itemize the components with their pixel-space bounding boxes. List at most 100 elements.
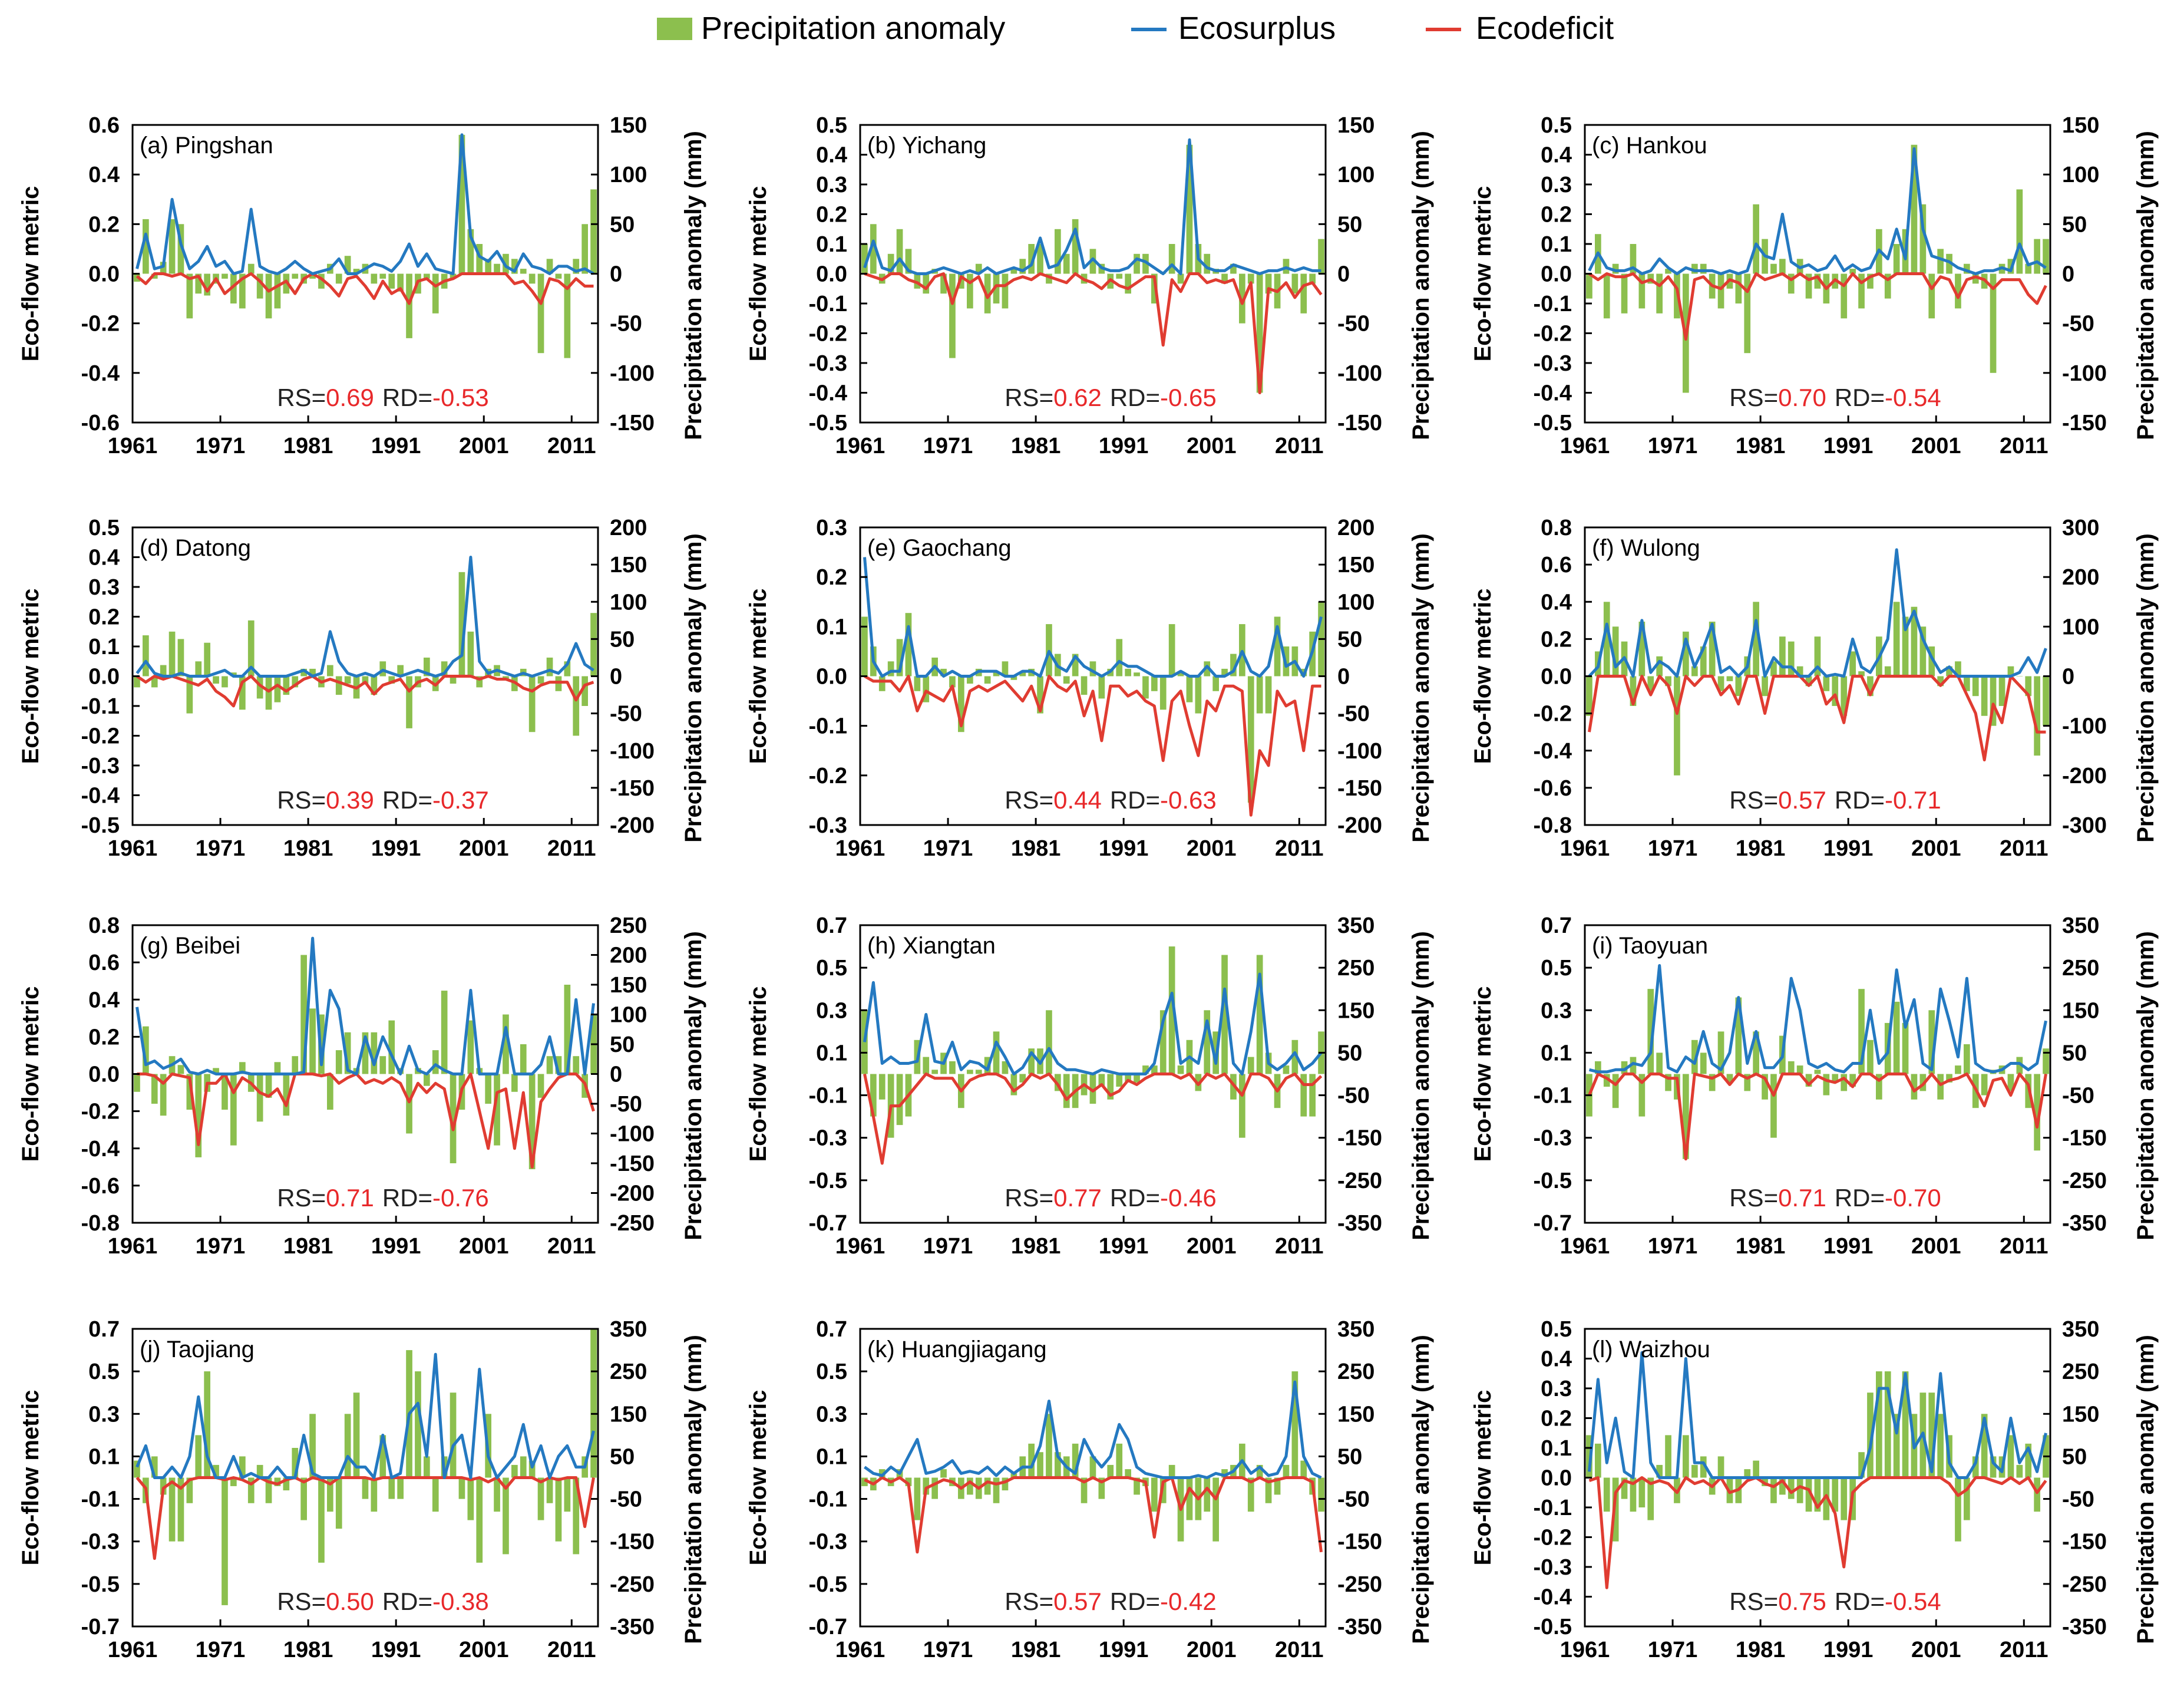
precip-bar — [564, 1477, 571, 1512]
precip-bar — [494, 1074, 500, 1146]
stat-rd: -0.70 — [1885, 1184, 1941, 1212]
precip-bar — [247, 263, 255, 274]
precip-bar — [353, 269, 360, 274]
y-right-axis-label: Precipitation anomaly (mm) — [2133, 131, 2159, 440]
y-left-tick-label: 0.1 — [1541, 232, 1572, 257]
precip-bar — [1647, 676, 1654, 691]
y-left-tick-label: -0.5 — [81, 1572, 120, 1597]
precip-bar — [1046, 273, 1052, 284]
plot-frame — [131, 1328, 599, 1628]
stat-rs-label: RS= — [277, 384, 326, 411]
precip-bar — [1964, 676, 1970, 691]
panels: 0.6 0.4 0.2 0.0 -0.2 -0.4 -0.6 150 100 50 0 -50 -100… — [18, 113, 2159, 1662]
precip-bar — [1902, 616, 1909, 677]
x-tick-label: 1971 — [923, 434, 973, 458]
precip-bar — [2025, 1443, 2032, 1478]
y-left-tick-label: 0.3 — [816, 516, 847, 540]
y-left-tick-label: -0.1 — [1534, 1084, 1572, 1108]
ecodeficit-line — [136, 1476, 595, 1560]
x-tick-label: 2011 — [1275, 434, 1323, 458]
precip-bar — [1753, 1031, 1759, 1074]
precip-bar — [1638, 273, 1646, 309]
precip-bar — [476, 244, 483, 274]
precip-bar — [1247, 273, 1254, 284]
precip-bar — [195, 661, 202, 677]
precip-bar — [870, 224, 877, 274]
precip-bar — [195, 273, 202, 294]
stat-rs-label: RS= — [277, 786, 326, 814]
stats-text: RS=0.57 RD=-0.42 — [1005, 1588, 1217, 1615]
precip-bar — [896, 639, 903, 677]
y-right-tick-label: 150 — [2062, 998, 2099, 1023]
precip-bar — [1796, 1065, 1803, 1074]
y-right-tick-label: 300 — [2062, 516, 2099, 540]
precip-bar — [388, 1477, 395, 1499]
y-left-axis-label: Eco-flow metric — [1470, 589, 1496, 764]
y-left-tick-label: -0.5 — [1534, 1169, 1572, 1193]
precip-bar — [239, 676, 246, 710]
y-left-axis-label: Eco-flow metric — [18, 186, 44, 362]
y-left-tick-label: 0.3 — [1541, 998, 1572, 1023]
precip-bar — [581, 676, 588, 706]
stat-rd: -0.37 — [432, 786, 489, 814]
y-right-tick-label: -150 — [2062, 411, 2107, 435]
panel-4: 0.5 0.4 0.3 0.2 0.1 0.0 -0.1 -0.2 -0.3 -0.4 -0.5 20… — [18, 516, 706, 861]
precip-bar — [1849, 269, 1856, 274]
y-left-tick-label: 0.2 — [88, 605, 120, 630]
precip-bar — [1168, 1464, 1175, 1478]
precip-bar — [2034, 1477, 2040, 1512]
precip-bar — [1946, 253, 1952, 274]
y-left-tick-label: -0.3 — [1534, 351, 1572, 376]
precip-bar — [256, 676, 263, 699]
precip-bar — [1867, 1040, 1874, 1074]
precip-bar — [1964, 1477, 1970, 1520]
y-right-axis-label: Precipitation anomaly (mm) — [1408, 131, 1434, 440]
panel-title: (d) Datong — [140, 535, 251, 561]
precip-bar — [292, 1448, 299, 1478]
y-right-tick-label: 100 — [1337, 590, 1375, 615]
precip-bar — [1937, 1074, 1944, 1100]
y-left-tick-label: -0.2 — [1534, 702, 1572, 727]
precip-bar — [1700, 1456, 1707, 1478]
precip-bar — [1656, 1464, 1663, 1478]
precip-bar — [186, 676, 193, 714]
y-left-tick-label: 0.3 — [816, 1402, 847, 1427]
y-left-tick-label: 0.1 — [816, 1041, 847, 1065]
x-tick-label: 1991 — [1823, 1638, 1874, 1662]
precip-bar — [984, 1477, 991, 1495]
precip-bar — [503, 1477, 509, 1555]
y-left-tick-label: -0.3 — [809, 813, 847, 838]
precip-bar — [2016, 189, 2023, 274]
precip-bar — [1955, 273, 1961, 309]
stat-rs-label: RS= — [277, 1588, 326, 1615]
y-right-tick-label: 50 — [610, 627, 635, 652]
y-left-tick-label: 0.6 — [88, 113, 120, 138]
precip-bar — [1841, 676, 1848, 716]
precip-bar — [177, 1477, 184, 1542]
precip-bar — [1849, 651, 1856, 677]
stats-text: RS=0.62 RD=-0.65 — [1005, 384, 1217, 411]
y-left-tick-label: -0.5 — [1534, 1615, 1572, 1639]
stat-rd-label: RD= — [1110, 384, 1160, 411]
stat-rs-label: RS= — [1005, 1184, 1053, 1212]
y-left-tick-label: -0.2 — [1534, 1526, 1572, 1550]
y-left-tick-label: -0.3 — [1534, 1555, 1572, 1580]
precip-bar — [1107, 1074, 1114, 1100]
precip-bar — [1621, 1477, 1628, 1499]
y-left-tick-label: 0.1 — [1541, 1436, 1572, 1461]
y-right-axis-label: Precipitation anomaly (mm) — [680, 131, 706, 440]
precip-bar — [1186, 144, 1193, 274]
stat-rd-label: RD= — [1835, 384, 1885, 411]
precip-bar — [1239, 273, 1245, 324]
precip-bar — [1937, 1414, 1944, 1478]
precip-bar — [564, 985, 571, 1074]
x-tick-label: 2011 — [2000, 434, 2048, 458]
x-tick-label: 1991 — [1099, 434, 1149, 458]
precip-bar — [1674, 676, 1680, 776]
precip-bar — [177, 224, 184, 274]
y-right-tick-label: 0 — [610, 665, 622, 689]
precip-bar — [222, 1074, 228, 1110]
precip-bar — [1630, 1477, 1637, 1512]
precip-bar — [1098, 676, 1105, 699]
x-tick-label: 1971 — [1648, 1638, 1698, 1662]
